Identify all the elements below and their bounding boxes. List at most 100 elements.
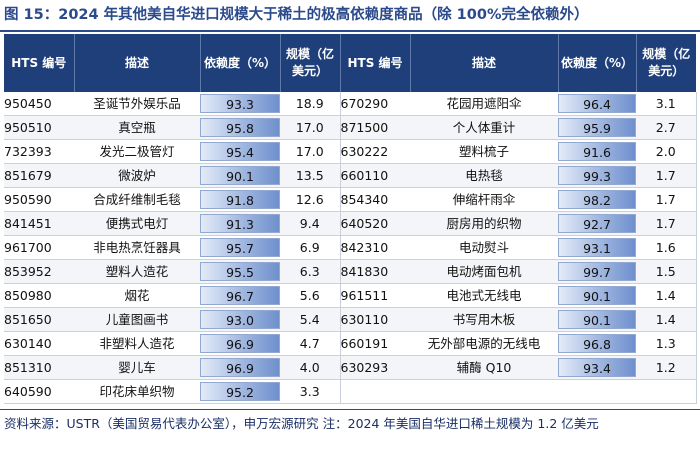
description-right: 塑料梳子 [410,139,558,164]
description-left: 非电热烹饪器具 [74,235,200,260]
dependency-right: 95.9 [558,115,636,140]
dependency-right: 98.2 [558,187,636,212]
description-left: 圣诞节外娱乐品 [74,92,200,116]
import-size-left: 4.0 [280,355,341,380]
dependency-left: 96.9 [200,355,280,380]
description-right: 伸缩杆雨伞 [410,187,558,212]
description-left: 非塑料人造花 [74,331,200,356]
description-left: 婴儿车 [74,355,200,380]
hts-code-right: 961511 [340,283,410,308]
dependency-left: 95.2 [200,379,280,404]
hts-code-right: 630222 [340,139,410,164]
source-note: 资料来源：USTR（美国贸易代表办公室），申万宏源研究 注：2024 年美国自华… [4,416,599,431]
dependency-bar: 95.8 [200,118,280,137]
dependency-left: 91.3 [200,211,280,236]
hts-code-left: 732393 [4,139,74,164]
dependency-table: HTS 编号 描述 依赖度（%） 规模（亿美元） HTS 编号 描述 依赖度（%… [4,34,697,404]
dependency-bar: 95.9 [558,118,636,137]
description-right: 厨房用的织物 [410,211,558,236]
header-size-right: 规模（亿美元） [636,34,696,92]
header-dep-left: 依赖度（%） [200,34,281,92]
description-right: 辅酶 Q10 [410,355,558,380]
dependency-right: 93.4 [558,355,636,380]
hts-code-right: 630293 [340,355,410,380]
hts-code-right: 630110 [340,307,410,332]
import-size-right: 2.7 [636,115,697,140]
dependency-bar: 96.7 [200,286,280,305]
hts-code-left: 850980 [4,283,74,308]
dependency-bar: 92.7 [558,214,636,233]
description-left: 微波炉 [74,163,200,188]
header-desc-left: 描述 [74,34,201,92]
table-row: 732393 发光二极管灯 95.4 17.0 630222 塑料梳子 91.6 2.0 [4,139,697,164]
hts-code-right: 854340 [340,187,410,212]
description-right: 电动熨斗 [410,235,558,260]
hts-code-left: 950590 [4,187,74,212]
dependency-bar: 99.7 [558,262,636,281]
import-size-left: 4.7 [280,331,341,356]
hts-code-right [340,379,410,404]
description-right: 个人体重计 [410,115,558,140]
description-right: 花园用遮阳伞 [410,92,558,116]
dependency-bar: 95.5 [200,262,280,281]
hts-code-left: 851650 [4,307,74,332]
hts-code-left: 961700 [4,235,74,260]
import-size-right: 1.7 [636,187,697,212]
dependency-bar: 93.4 [558,358,636,377]
description-left: 发光二极管灯 [74,139,200,164]
import-size-right: 1.7 [636,211,697,236]
dependency-bar: 96.9 [200,334,280,353]
dependency-right: 99.3 [558,163,636,188]
description-left: 便携式电灯 [74,211,200,236]
import-size-right [636,379,697,404]
footer-rule [0,409,700,410]
header-size-left: 规模（亿美元） [280,34,341,92]
table-row: 851679 微波炉 90.1 13.5 660110 电热毯 99.3 1.7 [4,163,697,188]
description-left: 儿童图画书 [74,307,200,332]
import-size-right: 1.4 [636,283,697,308]
hts-code-left: 851679 [4,163,74,188]
hts-code-right: 660110 [340,163,410,188]
import-size-right: 2.0 [636,139,697,164]
dependency-bar: 95.2 [200,382,280,401]
dependency-bar: 91.6 [558,142,636,161]
import-size-left: 17.0 [280,115,341,140]
dependency-bar: 93.0 [200,310,280,329]
dependency-right: 96.4 [558,92,636,116]
dependency-bar: 95.4 [200,142,280,161]
description-right [410,379,558,404]
hts-code-right: 842310 [340,235,410,260]
hts-code-right: 670290 [340,92,410,116]
dependency-right: 91.6 [558,139,636,164]
hts-code-right: 871500 [340,115,410,140]
description-right: 无外部电源的无线电 [410,331,558,356]
dependency-bar: 90.1 [558,310,636,329]
import-size-right: 1.6 [636,235,697,260]
dependency-bar: 96.9 [200,358,280,377]
table-body: 950450 圣诞节外娱乐品 93.3 18.9 670290 花园用遮阳伞 96.4 3.1… [4,92,697,404]
description-right: 电池式无线电 [410,283,558,308]
dependency-left: 96.9 [200,331,280,356]
import-size-left: 5.4 [280,307,341,332]
description-left: 真空瓶 [74,115,200,140]
dependency-left: 95.5 [200,259,280,284]
table-row: 851310 婴儿车 96.9 4.0 630293 辅酶 Q10 93.4 1.2 [4,355,697,380]
dependency-left: 90.1 [200,163,280,188]
import-size-right: 1.7 [636,163,697,188]
import-size-right: 1.5 [636,259,697,284]
import-size-left: 13.5 [280,163,341,188]
hts-code-right: 640520 [340,211,410,236]
header-desc-right: 描述 [410,34,559,92]
hts-code-left: 630140 [4,331,74,356]
hts-code-left: 950450 [4,92,74,116]
hts-code-left: 853952 [4,259,74,284]
dependency-bar: 93.1 [558,238,636,257]
dependency-bar: 90.1 [558,286,636,305]
dependency-bar: 99.3 [558,166,636,185]
dependency-left: 93.3 [200,92,280,116]
table-row: 950510 真空瓶 95.8 17.0 871500 个人体重计 95.9 2.7 [4,115,697,140]
description-left: 塑料人造花 [74,259,200,284]
dependency-bar: 96.8 [558,334,636,353]
table-row: 853952 塑料人造花 95.5 6.3 841830 电动烤面包机 99.7 1.5 [4,259,697,284]
dependency-right [558,379,636,404]
